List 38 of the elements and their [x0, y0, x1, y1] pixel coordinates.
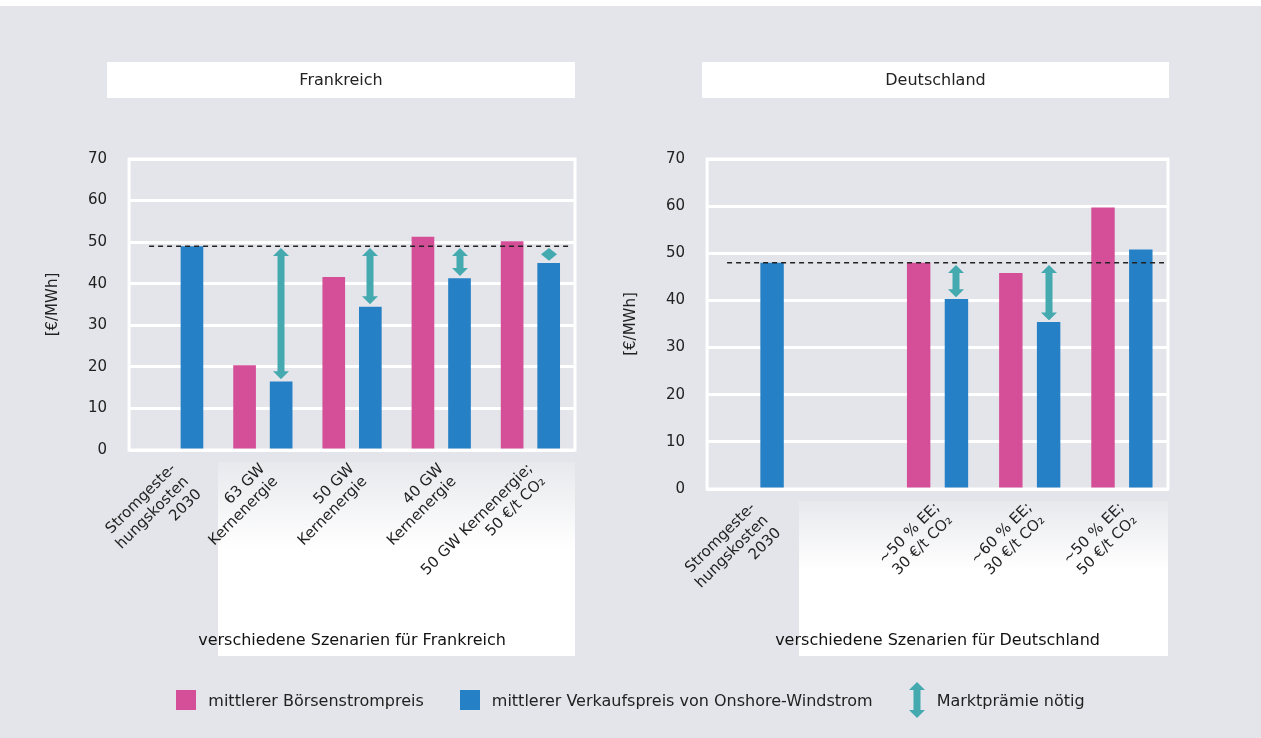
y-tick-label: 50	[665, 243, 686, 262]
y-tick-label: 10	[87, 398, 108, 417]
y-tick-label: 20	[87, 356, 108, 375]
bar	[500, 241, 524, 449]
bar	[906, 262, 931, 488]
y-tick-label: 50	[87, 232, 108, 251]
x-axis-title: verschiedene Szenarien für Frankreich	[198, 629, 506, 649]
bar	[411, 236, 435, 449]
legend-label: mittlerer Börsenstrompreis	[208, 690, 424, 710]
y-tick-label: 40	[665, 290, 686, 309]
y-tick-label: 0	[675, 478, 686, 497]
x-tick-label: ~50 % EE; 50 €/t CO₂	[1058, 498, 1141, 579]
x-axis-title: verschiedene Szenarien für Deutschland	[775, 629, 1100, 649]
y-tick-label: 0	[97, 439, 108, 458]
chart-title: Deutschland	[702, 62, 1169, 98]
y-tick-label: 40	[87, 273, 108, 292]
y-tick-label: 10	[665, 431, 686, 450]
bar	[999, 273, 1023, 488]
bar	[760, 262, 784, 488]
y-axis-title: [€/MWh]	[620, 292, 639, 356]
bar	[180, 246, 204, 449]
legend-label: mittlerer Verkaufspreis von Onshore-Windstrom	[491, 690, 873, 710]
y-tick-label: 30	[665, 337, 686, 356]
bar	[1129, 249, 1153, 488]
x-tick-label: ~50 % EE; 30 €/t CO₂	[874, 498, 956, 579]
bar	[233, 365, 256, 449]
text: Marktprämie nötig	[936, 690, 1085, 710]
bar	[322, 277, 346, 449]
y-tick-label: 30	[87, 315, 108, 334]
y-tick-label: 70	[87, 148, 108, 167]
y-tick-label: 60	[87, 190, 108, 209]
y-tick-label: 60	[665, 196, 686, 215]
y-tick-label: 70	[665, 148, 686, 167]
y-tick-label: 20	[665, 384, 686, 403]
y-axis-title: [€/MWh]	[42, 272, 61, 337]
bar	[1091, 207, 1115, 488]
chart-title: Frankreich	[107, 62, 575, 98]
x-tick-label: ~60 % EE; 30 €/t CO₂	[966, 498, 1049, 579]
